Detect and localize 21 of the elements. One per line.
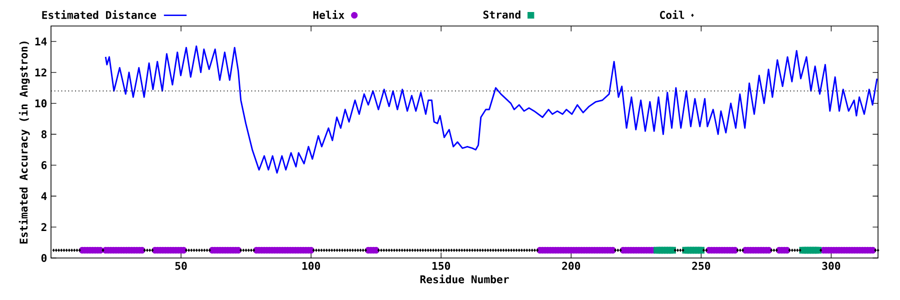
y-tick-label: 12 [35,68,46,76]
y-tick-label: 2 [41,223,46,232]
legend-label: Coil [660,10,684,19]
y-tick-label: 0 [41,254,47,262]
legend-label: Helix [313,10,344,19]
x-tick-label: 100 [302,262,320,270]
line-series [104,45,878,174]
x-tick-label: 150 [432,262,450,270]
y-tick-label: 6 [41,161,47,170]
y-tick-label: 14 [35,38,47,46]
y-tick-label: 8 [41,130,47,138]
x-tick-label: 300 [822,262,840,270]
legend-label: Estimated Distance [42,10,156,19]
x-tick-label: 200 [562,262,580,270]
legend-label: Strand [483,10,520,19]
y-axis-title: Estimated Accuracy (in Angstron) [18,42,30,244]
x-tick-label: 50 [175,262,187,270]
x-axis-title: Residue Number [420,274,509,284]
x-tick-label: 250 [692,262,710,270]
y-tick-label: 10 [35,99,47,108]
y-tick-label: 4 [41,192,47,200]
